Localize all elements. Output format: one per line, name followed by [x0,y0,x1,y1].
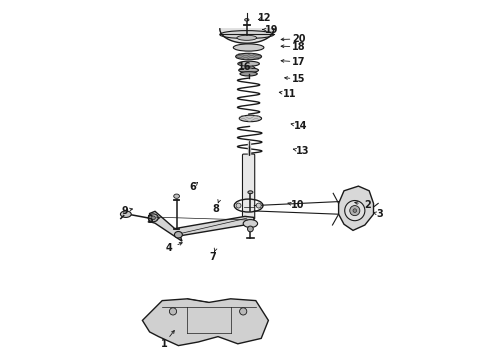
Polygon shape [220,29,274,43]
Circle shape [345,201,365,221]
Ellipse shape [233,44,264,51]
Polygon shape [149,211,254,241]
Text: 15: 15 [292,74,306,84]
FancyBboxPatch shape [243,154,255,219]
Ellipse shape [121,211,131,217]
Ellipse shape [238,61,259,66]
Text: 10: 10 [291,200,304,210]
Ellipse shape [239,115,262,122]
Circle shape [240,308,247,315]
Ellipse shape [220,31,274,39]
Text: 4: 4 [166,243,173,253]
Polygon shape [143,299,269,346]
Ellipse shape [245,18,249,21]
Text: 9: 9 [121,206,128,216]
Ellipse shape [243,220,258,228]
Ellipse shape [239,68,259,73]
Text: 20: 20 [292,34,306,44]
Circle shape [247,226,253,232]
Polygon shape [339,186,373,230]
Ellipse shape [248,191,253,194]
Circle shape [350,206,360,216]
Text: 14: 14 [294,121,308,131]
Ellipse shape [151,216,155,220]
Ellipse shape [240,72,257,76]
Text: 18: 18 [292,42,306,52]
Ellipse shape [174,231,182,238]
Text: 8: 8 [213,204,220,214]
Text: 11: 11 [283,89,297,99]
Text: 5: 5 [146,215,153,225]
Text: 12: 12 [258,13,271,23]
Ellipse shape [237,35,257,40]
Text: 7: 7 [209,252,216,262]
Ellipse shape [174,194,179,198]
Text: 13: 13 [296,146,309,156]
Circle shape [236,203,241,208]
Circle shape [170,308,176,315]
Ellipse shape [148,214,158,222]
Text: 19: 19 [265,24,279,35]
Text: 2: 2 [364,200,371,210]
Text: 6: 6 [190,182,196,192]
Circle shape [353,209,357,212]
Text: 17: 17 [292,57,306,67]
Text: 16: 16 [238,62,252,72]
Circle shape [256,203,261,208]
Text: 1: 1 [161,339,168,349]
Ellipse shape [236,53,262,60]
Text: 3: 3 [377,209,383,219]
